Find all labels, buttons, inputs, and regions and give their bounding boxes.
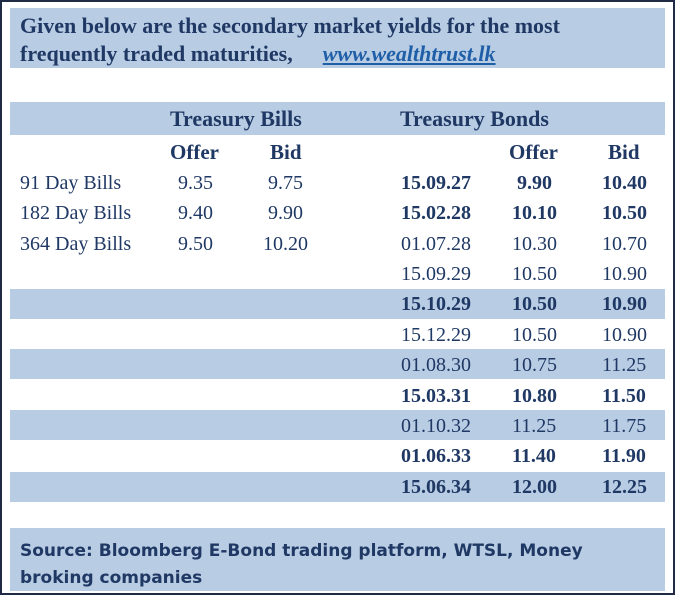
bond-row-0-maturity: 15.09.27	[401, 172, 471, 194]
bond-row-7-offer: 10.80	[512, 385, 557, 407]
bond-row-4-offer: 10.50	[512, 293, 557, 315]
bond-row-1-bid: 10.50	[602, 202, 647, 224]
bill-row-1-label: 182 Day Bills	[20, 202, 132, 224]
bill-row-2-label: 364 Day Bills	[20, 233, 132, 255]
bond-row-8-bid: 11.75	[602, 415, 647, 437]
bond-row-1-offer: 10.10	[512, 202, 557, 224]
source-footer: Source: Bloomberg E-Bond trading platfor…	[10, 528, 665, 591]
row-band-01-10-32	[10, 410, 665, 440]
bond-row-3-maturity: 15.09.29	[401, 263, 471, 285]
row-band-01-08-30	[10, 349, 665, 379]
bill-row-2-offer: 9.50	[178, 233, 213, 255]
bond-row-9-offer: 11.40	[512, 445, 556, 467]
bill-row-2-bid: 10.20	[263, 233, 308, 255]
bill-row-0-offer: 9.35	[178, 172, 213, 194]
bills-title: Treasury Bills	[170, 106, 302, 131]
bond-row-4-bid: 10.90	[602, 293, 647, 315]
bill-row-0-label: 91 Day Bills	[20, 172, 122, 194]
header-line-2: frequently traded maturities, www.wealtht…	[20, 40, 655, 68]
bond-row-9-maturity: 01.06.33	[401, 445, 471, 467]
header-panel: Given below are the secondary market yie…	[10, 8, 665, 68]
bond-row-5-offer: 10.50	[512, 324, 557, 346]
bond-row-10-offer: 12.00	[512, 476, 557, 498]
bills-offer-header: Offer	[170, 140, 219, 164]
bond-row-2-offer: 10.30	[512, 233, 557, 255]
bill-row-0-bid: 9.75	[268, 172, 303, 194]
bill-row-1-bid: 9.90	[268, 202, 303, 224]
bond-row-6-bid: 11.25	[602, 354, 647, 376]
bond-row-7-bid: 11.50	[602, 385, 646, 407]
bills-bid-header: Bid	[270, 140, 302, 164]
bond-row-7-maturity: 15.03.31	[401, 385, 471, 407]
bond-row-6-offer: 10.75	[512, 354, 557, 376]
bond-row-5-bid: 10.90	[602, 324, 647, 346]
section-title-band	[10, 102, 665, 135]
bonds-bid-header: Bid	[608, 140, 640, 164]
header-line-2-text: frequently traded maturities,	[20, 41, 293, 66]
bond-row-8-offer: 11.25	[512, 415, 557, 437]
row-band-15-06-34	[10, 472, 665, 502]
bond-row-8-maturity: 01.10.32	[401, 415, 471, 437]
bonds-offer-header: Offer	[509, 140, 558, 164]
bond-row-0-bid: 10.40	[602, 172, 647, 194]
bond-row-10-bid: 12.25	[602, 476, 647, 498]
header-line-1: Given below are the secondary market yie…	[20, 13, 560, 38]
bond-row-10-maturity: 15.06.34	[401, 476, 471, 498]
bond-row-9-bid: 11.90	[602, 445, 646, 467]
bond-row-5-maturity: 15.12.29	[401, 324, 471, 346]
bond-row-6-maturity: 01.08.30	[401, 354, 471, 376]
row-band-15-10-29	[10, 289, 665, 319]
bond-row-4-maturity: 15.10.29	[401, 293, 471, 315]
bond-row-1-maturity: 15.02.28	[401, 202, 471, 224]
source-text: Source: Bloomberg E-Bond trading platfor…	[20, 541, 583, 588]
bond-row-3-bid: 10.90	[602, 263, 647, 285]
bond-row-0-offer: 9.90	[517, 172, 552, 194]
wealthtrust-link[interactable]: www.wealthtrust.lk	[322, 41, 496, 66]
bond-row-3-offer: 10.50	[512, 263, 557, 285]
bonds-title: Treasury Bonds	[400, 106, 549, 131]
bond-row-2-maturity: 01.07.28	[401, 233, 471, 255]
bond-row-2-bid: 10.70	[602, 233, 647, 255]
bill-row-1-offer: 9.40	[178, 202, 213, 224]
